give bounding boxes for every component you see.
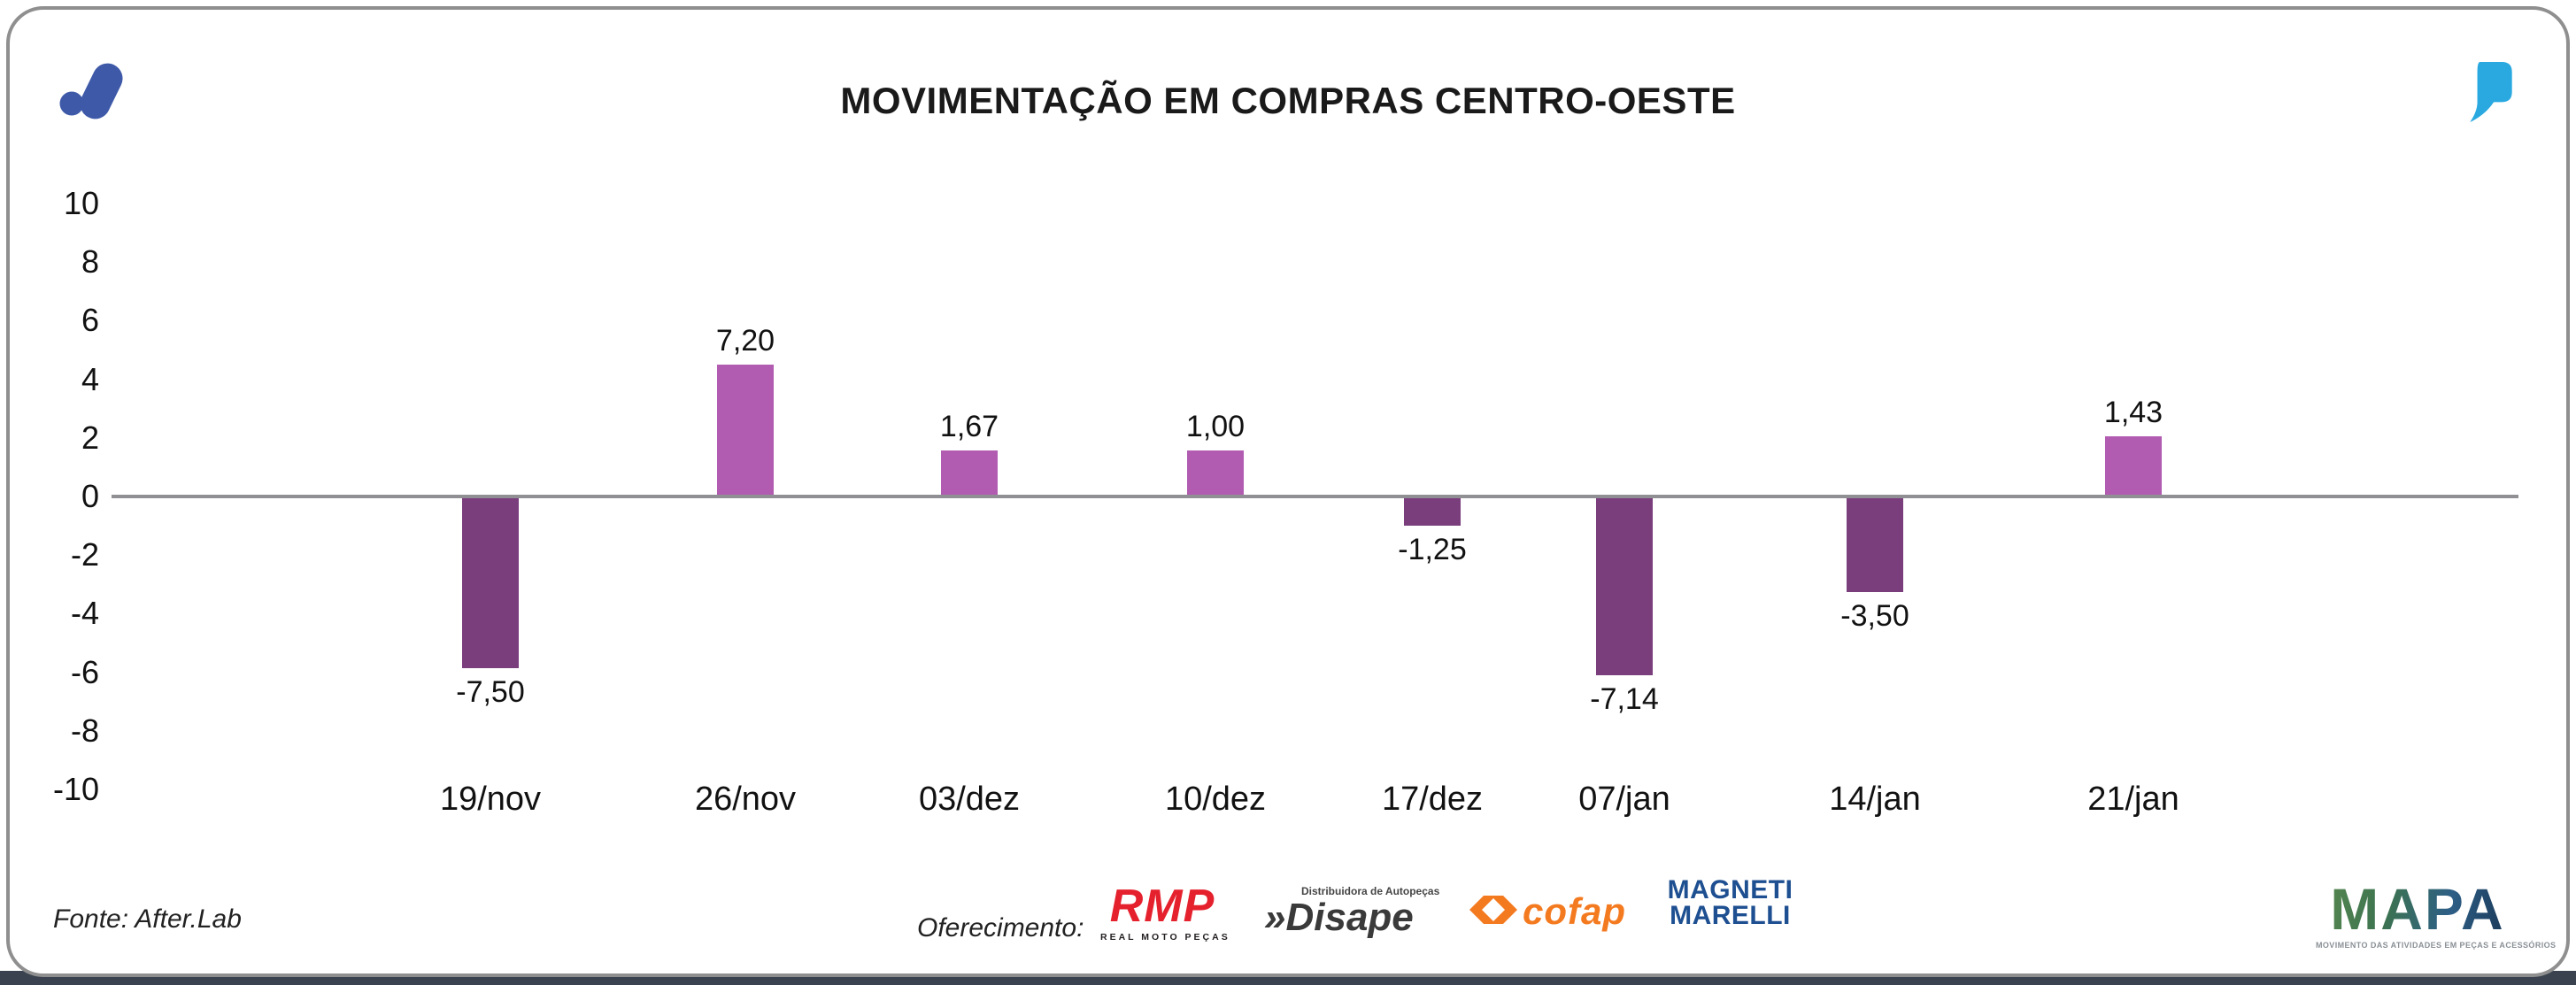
bar-19-nov <box>462 498 519 668</box>
rmp-logo: RMP REAL MOTO PEÇAS <box>1100 881 1230 943</box>
y-tick-label: 6 <box>81 302 99 338</box>
cofap-logo-text: cofap <box>1523 890 1627 932</box>
x-axis-label: 07/jan <box>1578 781 1670 818</box>
disape-logo-text: Disape <box>1285 896 1414 939</box>
source-text: Fonte: After.Lab <box>53 904 242 934</box>
magneti-marelli-line1: MAGNETI <box>1667 875 1793 904</box>
bar-17-dez <box>1404 498 1461 526</box>
y-tick-label: 4 <box>81 361 99 397</box>
y-tick-label: 0 <box>81 478 99 514</box>
bar-value-label: 1,43 <box>2103 396 2163 429</box>
rmp-logo-text: RMP <box>1109 881 1215 932</box>
bar-value-label: -1,25 <box>1398 533 1467 566</box>
bar-10-dez <box>1187 450 1244 495</box>
x-axis-label: 03/dez <box>918 781 1021 818</box>
cofap-logo: cofap <box>1469 890 1626 933</box>
bar-03-dez <box>941 450 998 495</box>
bar-value-label: -7,14 <box>1590 682 1659 716</box>
rmp-logo-caption: REAL MOTO PEÇAS <box>1100 932 1230 943</box>
quote-mark-icon <box>2470 62 2512 122</box>
x-axis-label: 10/dez <box>1164 781 1267 818</box>
y-tick-label: -8 <box>70 712 99 749</box>
y-tick-label: -2 <box>70 536 99 573</box>
y-tick-label: 10 <box>63 185 99 221</box>
disape-chevrons-icon: » <box>1264 896 1286 939</box>
chart-title: MOVIMENTAÇÃO EM COMPRAS CENTRO-OESTE <box>840 80 1736 121</box>
bar-value-label: 7,20 <box>715 324 775 358</box>
x-axis-label: 26/nov <box>694 781 797 818</box>
magneti-marelli-logo: MAGNETI MARELLI <box>1662 875 1799 930</box>
bar-value-label: 1,00 <box>1185 410 1246 443</box>
x-axis-label: 19/nov <box>439 781 542 818</box>
bar-value-label: 1,67 <box>939 410 999 443</box>
bar-14-jan <box>1847 498 1903 592</box>
x-axis-label: 21/jan <box>2087 781 2179 818</box>
after-lab-logo-icon <box>44 51 142 131</box>
y-tick-label: 8 <box>81 243 99 280</box>
x-axis-label: 14/jan <box>1829 781 1921 818</box>
bar-21-jan <box>2105 436 2162 495</box>
y-tick-label: -4 <box>70 595 99 631</box>
sponsor-label: Oferecimento: <box>917 913 1084 943</box>
disape-logo-caption: Distribuidora de Autopeças <box>1301 885 1440 897</box>
mapa-logo-text: MAPA <box>2316 880 2519 938</box>
bar-chart-plot: 10 8 6 4 2 0 -2 -4 -6 -8 -10 -7,50 19/nov 7,20 26/nov 1… <box>52 185 2518 818</box>
y-tick-label: -6 <box>70 654 99 690</box>
disape-logo: Distribuidora de Autopeças »Disape <box>1264 885 1450 938</box>
x-axis-label: 17/dez <box>1381 781 1484 818</box>
mapa-logo-caption: MOVIMENTO DAS ATIVIDADES EM PEÇAS E ACES… <box>2316 941 2557 950</box>
bar-26-nov <box>717 365 774 495</box>
bar-07-jan <box>1596 498 1653 675</box>
y-tick-label: 2 <box>81 419 99 456</box>
cofap-x-icon <box>1469 892 1517 932</box>
magneti-marelli-line2: MARELLI <box>1670 900 1791 930</box>
x-axis-zero-line <box>112 495 2518 498</box>
bar-value-label: -3,50 <box>1840 599 1909 633</box>
bar-value-label: -7,50 <box>456 675 525 709</box>
y-tick-label: -10 <box>52 771 99 807</box>
mapa-logo: MAPA MOVIMENTO DAS ATIVIDADES EM PEÇAS E… <box>2316 880 2557 950</box>
